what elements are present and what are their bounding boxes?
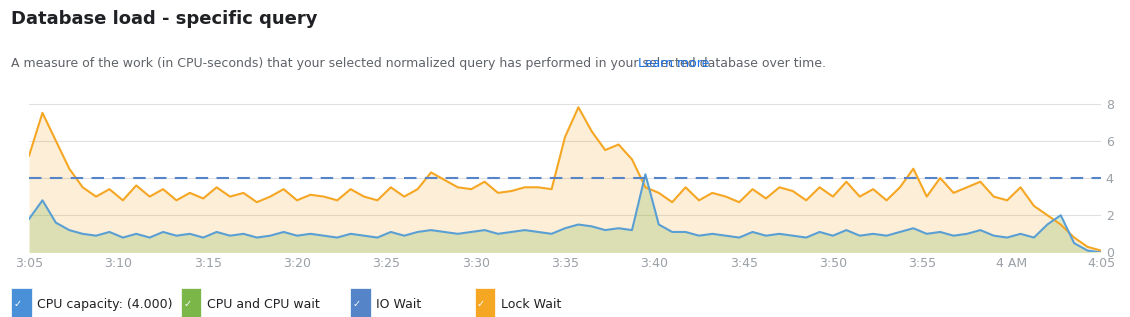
Text: CPU and CPU wait: CPU and CPU wait [207,298,320,311]
Text: Lock Wait: Lock Wait [501,298,560,311]
Text: CPU capacity: (4.000): CPU capacity: (4.000) [37,298,173,311]
Text: ✓: ✓ [183,299,191,309]
Text: ✓: ✓ [477,299,485,309]
Text: ✓: ✓ [353,299,360,309]
Text: IO Wait: IO Wait [376,298,421,311]
Text: Database load - specific query: Database load - specific query [11,10,318,28]
Text: ✓: ✓ [14,299,21,309]
Text: A measure of the work (in CPU-seconds) that your selected normalized query has p: A measure of the work (in CPU-seconds) t… [11,57,826,70]
Text: Learn more: Learn more [638,57,710,70]
